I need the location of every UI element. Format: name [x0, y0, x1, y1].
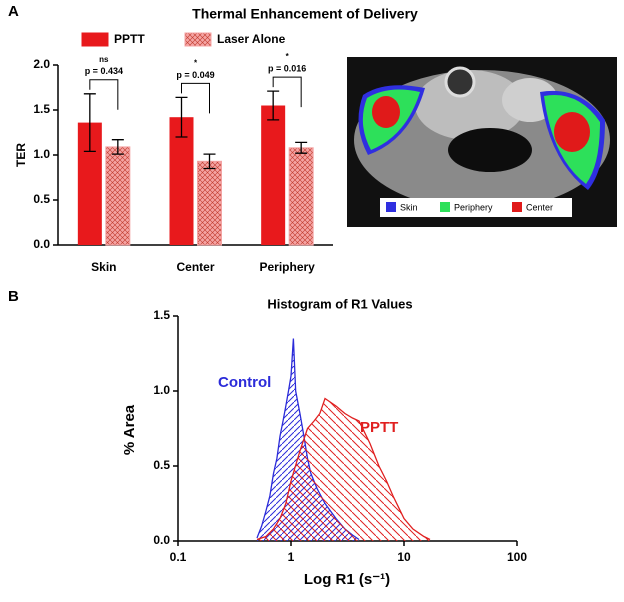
- bar: [261, 105, 286, 245]
- bar: [105, 146, 131, 246]
- histogram-fill: [256, 338, 360, 541]
- image-legend-label: Center: [526, 202, 553, 212]
- legend-swatch: [81, 32, 109, 47]
- p-value: p = 0.434: [85, 66, 123, 76]
- histogram-fill: [256, 398, 431, 541]
- significance: *: [194, 59, 198, 68]
- y-tick-label: 0.5: [153, 458, 170, 472]
- bar: [197, 160, 222, 246]
- p-value: p = 0.049: [176, 70, 214, 80]
- image-legend-label: Skin: [400, 202, 418, 212]
- y-tick-label: 1.0: [153, 383, 170, 397]
- error-bar: [203, 153, 216, 170]
- y-axis-label: TER: [14, 143, 28, 167]
- y-tick-label: 0.0: [33, 237, 50, 251]
- series-label: PPTT: [360, 419, 398, 436]
- image-legend-label: Periphery: [454, 202, 493, 212]
- histogram-outline: [256, 397, 431, 541]
- x-tick-label: Skin: [91, 260, 116, 274]
- mri-image: [347, 57, 617, 227]
- y-tick-label: 2.0: [33, 57, 50, 71]
- significance-bracket: [272, 76, 302, 108]
- y-tick-label: 1.5: [33, 102, 50, 116]
- legend-swatch: [184, 32, 212, 47]
- chart-title: Thermal Enhancement of Delivery: [192, 6, 418, 22]
- panel-label: B: [8, 288, 19, 305]
- y-tick-label: 0.0: [153, 533, 170, 547]
- x-axis-label: Log R1 (s⁻¹): [304, 571, 390, 588]
- significance-bracket: [89, 79, 119, 110]
- bar: [169, 117, 194, 245]
- legend-label: PPTT: [114, 32, 145, 46]
- y-axis-label: % Area: [121, 404, 138, 455]
- panel-label: A: [8, 3, 19, 20]
- error-bar: [267, 90, 280, 121]
- legend-label: Laser Alone: [217, 32, 286, 46]
- x-tick-label: Center: [176, 260, 214, 274]
- bar: [288, 147, 314, 246]
- y-tick-label: 1.5: [153, 308, 170, 322]
- y-tick-label: 0.5: [33, 192, 50, 206]
- series-label: Control: [218, 374, 271, 391]
- error-bar: [175, 96, 188, 138]
- x-tick-label: 100: [507, 550, 527, 564]
- y-tick-label: 1.0: [33, 147, 50, 161]
- significance: *: [286, 52, 290, 61]
- x-tick-label: 0.1: [170, 550, 187, 564]
- error-bar: [83, 93, 96, 153]
- error-bar: [295, 141, 308, 154]
- p-value: p = 0.016: [268, 63, 306, 73]
- x-tick-label: Periphery: [259, 260, 315, 274]
- significance-bracket: [181, 82, 210, 114]
- chart-title: Histogram of R1 Values: [267, 296, 412, 311]
- error-bar: [111, 139, 124, 155]
- x-tick-label: 10: [397, 550, 411, 564]
- x-tick-label: 1: [288, 550, 295, 564]
- significance: ns: [99, 55, 109, 64]
